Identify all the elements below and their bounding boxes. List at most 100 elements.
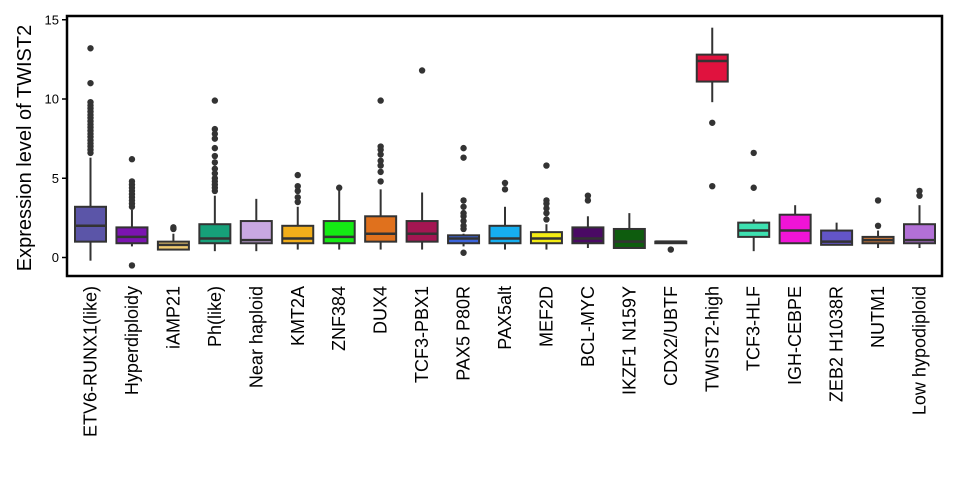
x-tick-label: TCF3-HLF [744,286,764,371]
outlier-point [543,197,550,204]
box [405,220,439,243]
outlier-point [584,197,592,204]
outlier-point [874,197,882,204]
x-tick-label: Hyperdiploidy [122,286,142,395]
box [198,223,232,245]
x-tick-label: ETV6-RUNX1(like) [81,286,101,437]
outlier-point [128,178,136,185]
outlier-point [87,79,94,87]
outlier-point [377,178,384,185]
outlier-point [211,144,219,152]
outlier-point [294,198,301,206]
outlier-point [377,151,384,158]
box-group [488,179,522,250]
outlier-point [377,157,384,165]
box-group [529,162,563,250]
y-tick-label: 0 [52,250,59,265]
outlier-point [211,170,219,177]
outlier-point [211,152,219,160]
outlier-point [87,45,94,52]
outlier-point [584,192,592,199]
outlier-point [543,162,550,169]
y-axis-label: Expression level of TWIST2 [14,25,36,271]
outlier-point [460,197,467,204]
box-group [778,205,812,245]
box-series [74,27,936,269]
x-tick-label: ZEB2 H1038R [827,286,847,402]
x-tick-label: iAMP21 [163,286,183,349]
box-group [198,97,232,252]
outlier-point [543,216,550,223]
x-tick-label: Ph(like) [205,286,225,347]
outlier-point [211,159,219,166]
outlier-point [916,187,923,195]
outlier-point [501,179,509,187]
outlier-point [377,143,384,150]
box-group [322,184,356,250]
x-axis-tick-labels: ETV6-RUNX1(like) Hyperdiploidy iAMP21 Ph(li… [81,286,930,437]
box-group [654,240,688,253]
outlier-point [709,119,716,126]
outlier-point [211,135,219,142]
outlier-point [294,187,301,195]
outlier-point [667,246,674,253]
box-group [737,149,771,252]
x-tick-label: TWIST2-high [702,286,722,392]
box [695,53,729,83]
box [281,224,315,245]
box-group [612,213,646,249]
outlier-point [170,224,177,231]
box-group [115,156,149,269]
outlier-point [460,217,467,225]
x-tick-label: Low hypodiploid [910,286,930,415]
outlier-point [128,262,136,269]
box-group [695,27,729,190]
outlier-point [211,165,219,172]
outlier-point [294,171,301,179]
outlier-point [750,184,757,191]
box [239,220,273,245]
outlier-point [501,186,509,193]
box [778,213,812,245]
x-tick-label: MEF2D [536,286,556,347]
y-axis-ticks: 0 5 10 15 [45,12,67,265]
x-tick-label: PAX5alt [495,286,515,350]
outlier-point [460,144,467,152]
box-group [281,171,315,250]
x-tick-label: IKZF1 N159Y [619,286,639,395]
outlier-point [211,97,219,104]
y-tick-label: 10 [45,92,59,107]
outlier-point [460,209,467,217]
x-tick-label: NUTM1 [868,286,888,348]
x-tick-label: Near haploid [246,286,266,388]
box-group [74,45,107,261]
box [488,224,522,245]
box-group [571,192,605,248]
box [115,226,149,245]
box-group [903,187,936,248]
outlier-point [874,222,882,229]
x-tick-label: BCL-MYC [578,286,598,367]
outlier-point [750,149,757,157]
x-tick-label: IGH-CEBPE [785,286,805,385]
x-tick-label: TCF3-PBX1 [412,286,432,383]
box-group [239,198,273,252]
outlier-point [543,205,550,212]
box-group [405,67,439,250]
box-group [156,224,190,251]
box-group [364,97,398,250]
outlier-point [418,67,426,74]
outlier-point [377,97,384,104]
box-group [861,197,895,248]
outlier-point [294,194,301,201]
box-group [820,222,854,246]
outlier-point [211,125,219,133]
outlier-point [916,192,923,199]
x-tick-label: KMT2A [288,286,308,346]
y-tick-label: 5 [52,171,59,186]
outlier-point [377,168,384,176]
outlier-point [377,162,384,169]
box [903,223,936,245]
